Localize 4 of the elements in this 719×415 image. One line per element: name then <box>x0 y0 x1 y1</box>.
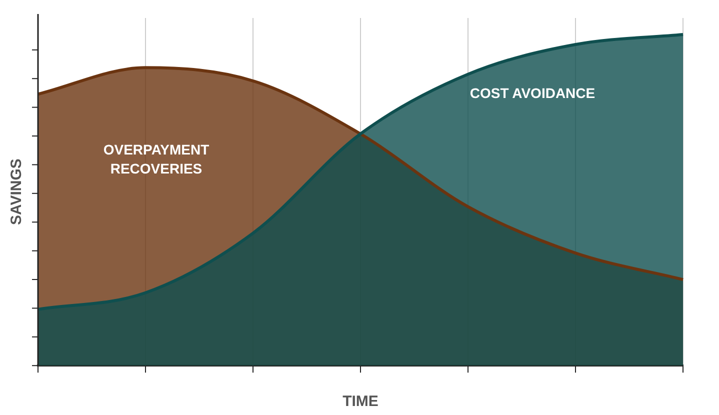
series-label: OVERPAYMENT RECOVERIES <box>103 142 210 177</box>
y-axis-title: SAVINGS <box>8 158 26 226</box>
x-axis-title: TIME <box>342 393 378 410</box>
series-label: COST AVOIDANCE <box>470 85 596 101</box>
